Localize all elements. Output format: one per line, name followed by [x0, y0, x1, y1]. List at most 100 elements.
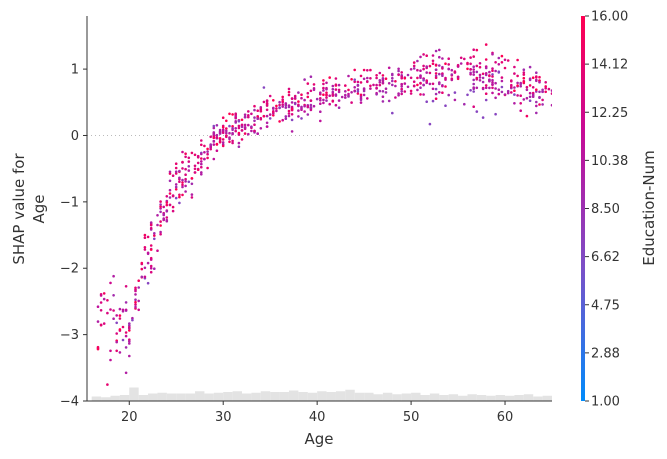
scatter-point [287, 90, 291, 94]
scatter-point [290, 101, 294, 104]
scatter-point [325, 93, 328, 97]
scatter-point [168, 196, 172, 199]
scatter-point [128, 354, 131, 358]
scatter-point [535, 71, 538, 74]
scatter-point [184, 152, 187, 155]
scatter-point [118, 317, 122, 320]
scatter-point [469, 56, 472, 59]
scatter-point [218, 137, 222, 140]
scatter-point [412, 64, 416, 68]
scatter-point [453, 98, 457, 102]
scatter-point [456, 63, 460, 67]
scatter-point [128, 342, 131, 345]
scatter-point [174, 172, 178, 175]
scatter-point [331, 84, 335, 88]
scatter-point [409, 92, 413, 95]
y-tick-label: 1 [71, 63, 79, 78]
scatter-point [253, 119, 256, 123]
scatter-point [422, 67, 425, 71]
scatter-point [290, 130, 294, 133]
scatter-point [184, 184, 187, 188]
scatter-point [522, 73, 526, 76]
y-tick-label: −3 [60, 328, 79, 343]
scatter-point [513, 86, 516, 89]
scatter-point [494, 112, 497, 116]
scatter-point [491, 91, 494, 95]
scatter-point [109, 349, 112, 353]
histogram-bar [176, 393, 186, 401]
scatter-point [200, 157, 203, 160]
scatter-point [159, 205, 162, 208]
scatter-point [237, 124, 241, 128]
scatter-point [146, 261, 150, 265]
scatter-point [353, 80, 357, 84]
scatter-point [328, 76, 332, 79]
scatter-point [322, 79, 325, 82]
scatter-point [284, 106, 288, 109]
scatter-point [143, 236, 147, 239]
scatter-point [391, 83, 394, 87]
colorbar-tick-label: 12.25 [591, 106, 628, 121]
scatter-point [131, 318, 134, 322]
scatter-point [99, 301, 103, 304]
scatter-point [234, 116, 237, 119]
histogram-bar [382, 392, 393, 401]
scatter-point [303, 110, 306, 113]
scatter-point [438, 82, 441, 86]
histogram-bar [439, 395, 449, 401]
scatter-point [143, 275, 147, 279]
scatter-point [403, 82, 407, 85]
scatter-point [478, 73, 482, 77]
scatter-point [441, 84, 444, 88]
scatter-point [309, 106, 313, 109]
scatter-point [441, 91, 444, 94]
scatter-point [378, 89, 382, 93]
scatter-point [344, 90, 347, 93]
scatter-point [281, 100, 285, 103]
scatter-point [362, 88, 366, 91]
histogram-bar [448, 394, 459, 401]
scatter-point [243, 123, 247, 127]
scatter-point [278, 103, 281, 107]
scatter-point [306, 91, 310, 95]
scatter-point [259, 107, 263, 111]
histogram-bar [523, 394, 534, 401]
scatter-point [319, 97, 322, 100]
scatter-point [109, 281, 112, 285]
scatter-point [174, 185, 178, 189]
scatter-point [425, 81, 429, 85]
scatter-point [406, 73, 410, 77]
scatter-point [397, 69, 400, 73]
scatter-point [444, 85, 447, 88]
scatter-point [406, 85, 410, 89]
scatter-point [96, 347, 100, 351]
scatter-point [538, 75, 541, 79]
scatter-point [469, 68, 472, 71]
histogram-bar [129, 387, 139, 401]
scatter-point [494, 96, 497, 100]
scatter-point [184, 167, 187, 171]
scatter-point [134, 298, 137, 302]
histogram-bar [505, 395, 515, 401]
scatter-point [419, 55, 422, 59]
scatter-point [516, 58, 519, 62]
scatter-point [472, 70, 476, 74]
scatter-point [472, 86, 476, 89]
scatter-point [178, 176, 181, 180]
scatter-point [293, 94, 297, 98]
scatter-point [469, 73, 472, 76]
scatter-point [403, 90, 407, 93]
scatter-point [350, 78, 353, 81]
scatter-point [350, 91, 353, 94]
scatter-point [225, 119, 228, 123]
colorbar-tick-label: 16.00 [591, 10, 628, 25]
scatter-point [478, 79, 482, 82]
scatter-point [187, 165, 191, 168]
scatter-point [300, 117, 303, 120]
scatter-point [178, 169, 181, 173]
scatter-point [206, 152, 209, 156]
scatter-point [134, 293, 137, 296]
scatter-point [362, 68, 366, 72]
scatter-point [259, 117, 263, 121]
scatter-point [149, 223, 153, 227]
